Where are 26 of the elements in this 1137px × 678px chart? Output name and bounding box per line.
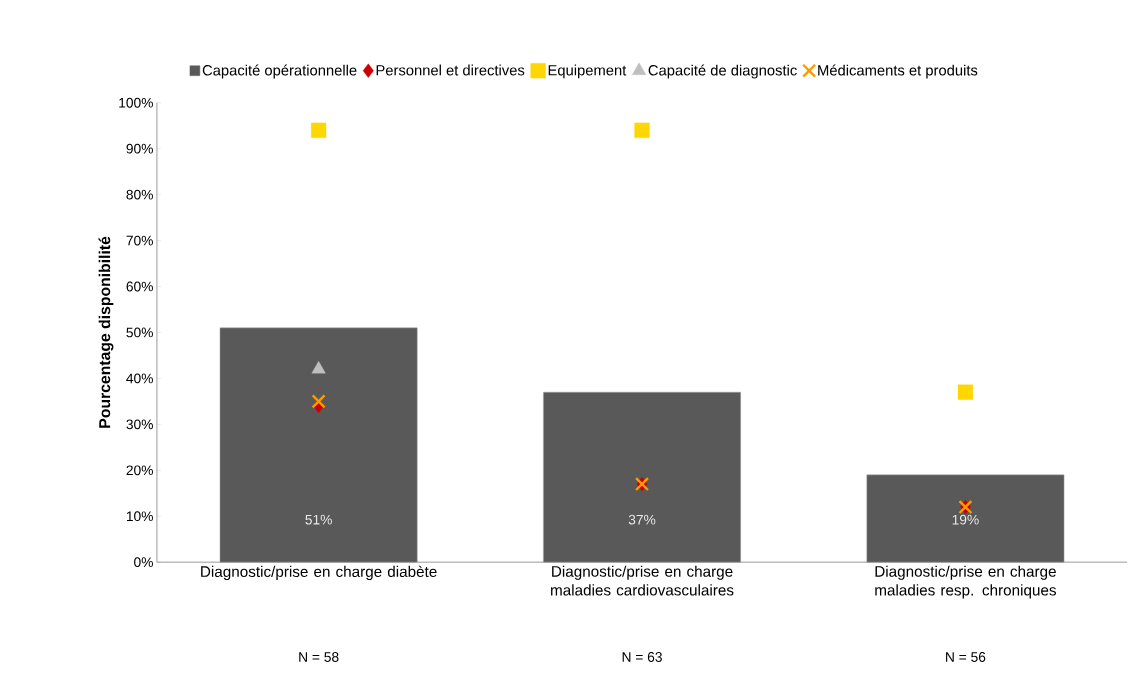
y-tick-label: 30% bbox=[126, 419, 153, 430]
data-label: 19% bbox=[952, 514, 979, 525]
x-tick-label: Diagnostic/prise en charge maladies cardiovasculaires bbox=[551, 565, 734, 596]
text: N = 63 bbox=[622, 652, 662, 663]
y-tick-label: 60% bbox=[126, 281, 153, 292]
y-tick-label: 0% bbox=[134, 557, 153, 568]
legend-label: Médicaments et produits bbox=[818, 64, 978, 79]
legend-label: Equipement bbox=[548, 64, 627, 79]
data-label: 51% bbox=[305, 514, 332, 525]
y-tick-label: 70% bbox=[126, 235, 153, 246]
y-tick-label: 90% bbox=[126, 143, 153, 154]
x-tick-label: Diagnostic/prise en charge diabète bbox=[201, 565, 437, 581]
y-tick-label: 20% bbox=[126, 465, 153, 476]
legend-label: Capacité de diagnostic bbox=[648, 64, 797, 79]
y-tick-label: 10% bbox=[126, 511, 153, 522]
text: N = 56 bbox=[946, 652, 986, 663]
text: N = 58 bbox=[299, 652, 339, 663]
y-tick-label: 40% bbox=[126, 373, 153, 384]
legend-label: Personnel et directives bbox=[376, 64, 525, 76]
x-tick-label: Diagnostic/prise en charge maladies resp. chroniques bbox=[875, 565, 1056, 599]
data-label: 37% bbox=[628, 514, 656, 525]
y-axis-title: Pourcentage disponibilité bbox=[98, 236, 114, 428]
legend-label: Capacité opérationnelle bbox=[202, 64, 357, 79]
y-tick-label: 100% bbox=[119, 97, 153, 108]
y-tick-label: 80% bbox=[126, 189, 153, 200]
y-tick-label: 50% bbox=[126, 327, 153, 338]
